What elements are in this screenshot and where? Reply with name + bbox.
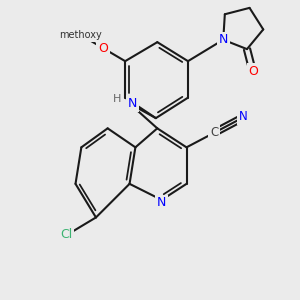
Text: O: O (248, 65, 258, 78)
Text: H: H (113, 94, 121, 104)
Text: N: N (128, 97, 137, 110)
Text: O: O (98, 42, 108, 55)
Text: Cl: Cl (61, 229, 73, 242)
Text: N: N (219, 33, 228, 46)
Text: N: N (239, 110, 248, 123)
Text: N: N (157, 196, 166, 209)
Text: methoxy: methoxy (59, 30, 102, 40)
Text: C: C (210, 126, 218, 139)
